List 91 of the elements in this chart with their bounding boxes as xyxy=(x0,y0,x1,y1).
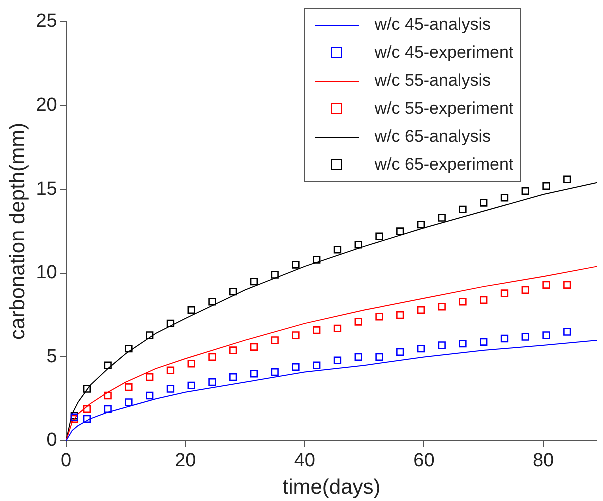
point xyxy=(83,405,92,413)
point xyxy=(230,373,238,382)
point xyxy=(542,281,550,289)
point xyxy=(83,385,92,393)
point xyxy=(334,356,342,364)
point xyxy=(313,256,321,264)
x-tick-label: 0 xyxy=(61,450,72,472)
point xyxy=(376,232,384,240)
point xyxy=(188,382,196,390)
point xyxy=(500,334,509,343)
point xyxy=(354,318,362,326)
point xyxy=(166,385,175,393)
legend-label: w/c 65-experiment xyxy=(374,155,514,175)
x-tick-label: 40 xyxy=(294,450,316,472)
point xyxy=(459,340,467,348)
point xyxy=(522,333,530,341)
point xyxy=(438,214,446,222)
point xyxy=(166,366,175,374)
point xyxy=(334,324,342,333)
point xyxy=(354,353,362,362)
point xyxy=(500,290,509,298)
point xyxy=(250,343,258,351)
point xyxy=(438,342,446,350)
point xyxy=(208,298,216,306)
point xyxy=(166,320,175,328)
point xyxy=(271,368,279,376)
point xyxy=(522,286,530,294)
point xyxy=(500,194,509,202)
point xyxy=(564,176,572,184)
point xyxy=(125,398,133,406)
point xyxy=(230,288,238,296)
point xyxy=(271,336,279,344)
point xyxy=(542,182,550,190)
point xyxy=(542,332,550,340)
point xyxy=(230,346,238,354)
point xyxy=(459,298,467,306)
y-tick-label: 10 xyxy=(36,262,58,284)
point xyxy=(146,392,154,400)
point xyxy=(438,303,446,311)
point xyxy=(188,306,196,314)
y-tick-label: 25 xyxy=(36,11,58,32)
legend-label: w/c 45-analysis xyxy=(374,15,491,35)
y-axis-title: carbonation depth(mm) xyxy=(6,122,30,340)
point xyxy=(396,348,404,356)
point xyxy=(292,261,300,269)
point xyxy=(104,392,112,400)
point xyxy=(83,415,92,424)
point xyxy=(271,271,279,279)
legend-label: w/c 55-analysis xyxy=(374,71,491,91)
y-tick-label: 20 xyxy=(36,95,58,116)
point xyxy=(480,338,488,346)
point xyxy=(564,328,572,336)
point xyxy=(480,296,488,304)
point xyxy=(396,311,404,320)
point xyxy=(354,241,362,249)
point xyxy=(250,370,258,378)
legend-label: w/c 45-experiment xyxy=(374,43,514,63)
point xyxy=(522,187,530,196)
x-tick-label: 60 xyxy=(414,450,435,472)
x-axis-title: time(days) xyxy=(282,476,381,500)
point xyxy=(417,344,426,353)
point xyxy=(250,278,258,286)
point xyxy=(188,360,196,368)
point xyxy=(146,332,154,340)
point xyxy=(376,313,384,321)
y-tick-label: 0 xyxy=(46,430,58,452)
point xyxy=(313,362,321,370)
point xyxy=(334,246,342,254)
y-tick-label: 15 xyxy=(36,178,58,200)
point xyxy=(208,378,216,386)
point xyxy=(313,326,321,334)
y-tick-label: 5 xyxy=(46,346,58,368)
point xyxy=(480,199,488,207)
point xyxy=(146,373,154,382)
legend-label: w/c 55-experiment xyxy=(374,99,514,119)
point xyxy=(376,353,384,362)
point xyxy=(104,405,112,413)
point xyxy=(208,353,216,362)
point xyxy=(292,332,300,340)
point xyxy=(459,206,467,214)
x-tick-label: 80 xyxy=(532,450,554,472)
point xyxy=(292,363,300,372)
legend-label: w/c 65-analysis xyxy=(374,127,491,147)
x-tick-label: 20 xyxy=(175,450,196,472)
point xyxy=(564,281,572,289)
point xyxy=(417,306,426,314)
point xyxy=(125,344,133,353)
point xyxy=(104,362,112,370)
point xyxy=(417,220,426,229)
point xyxy=(125,384,133,392)
point xyxy=(396,228,404,236)
